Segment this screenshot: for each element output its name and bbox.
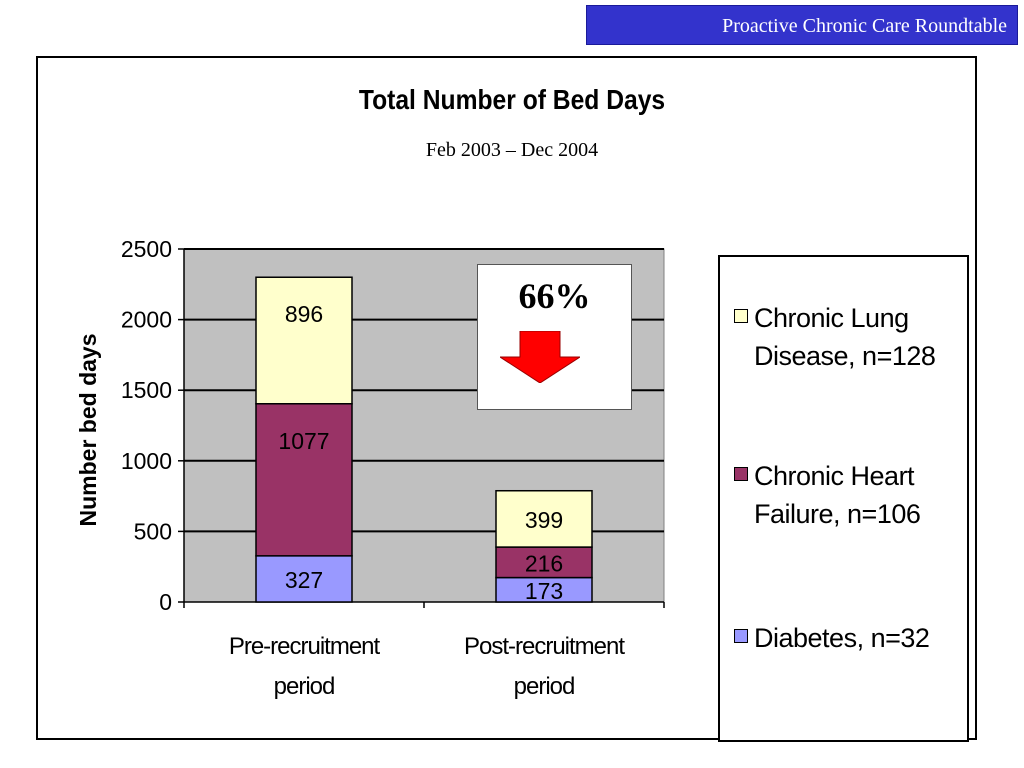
x-tick-label: period — [274, 673, 335, 700]
chart-legend: Chronic Lung Disease, n=128 Chronic Hear… — [718, 255, 969, 742]
header-banner: Proactive Chronic Care Roundtable — [586, 5, 1018, 45]
y-axis-title: Number bed days — [75, 334, 101, 527]
legend-label: Diabetes, n=32 — [754, 623, 930, 653]
data-label: 327 — [285, 567, 323, 593]
legend-label: Failure, n=106 — [754, 499, 921, 529]
bar-segment — [255, 555, 353, 603]
chart-frame — [36, 56, 977, 740]
reduction-callout: 66% — [477, 264, 632, 410]
y-tick-label: 2500 — [121, 236, 172, 262]
legend-label: Disease, n=128 — [754, 341, 936, 371]
chart-title: Total Number of Bed Days — [358, 84, 666, 115]
bar-segment — [255, 403, 353, 557]
y-tick-label: 1500 — [121, 377, 172, 403]
legend-label: Chronic Lung — [754, 303, 909, 333]
data-label: 1077 — [278, 428, 329, 454]
y-tick-label: 2000 — [121, 307, 172, 333]
legend-item-chronic-lung-disease: Chronic Lung Disease, n=128 — [734, 299, 964, 375]
y-tick-label: 500 — [134, 518, 172, 544]
y-tick-label: 0 — [159, 589, 172, 615]
bar-segment — [495, 546, 593, 579]
x-tick-label: Post-recruitment — [464, 633, 625, 660]
chart-subtitle: Feb 2003 – Dec 2004 — [425, 139, 599, 161]
x-tick-label: Pre-recruitment — [229, 633, 381, 660]
data-label: 399 — [525, 507, 563, 533]
data-label: 896 — [285, 301, 323, 327]
data-label: 173 — [525, 578, 563, 604]
bar-segment — [255, 276, 353, 405]
reduction-percent: 66% — [518, 276, 591, 316]
y-tick-label: 1000 — [121, 448, 172, 474]
header-title: Proactive Chronic Care Roundtable — [722, 15, 1007, 37]
legend-swatch — [734, 309, 748, 323]
legend-swatch — [734, 629, 748, 643]
down-arrow-icon — [500, 331, 580, 383]
legend-item-chronic-heart-failure: Chronic Heart Failure, n=106 — [734, 457, 964, 533]
data-label: 216 — [525, 550, 563, 576]
legend-item-diabetes: Diabetes, n=32 — [734, 619, 964, 657]
legend-swatch — [734, 467, 748, 481]
x-tick-label: period — [514, 673, 575, 700]
bar-segment — [495, 489, 593, 548]
legend-label: Chronic Heart — [754, 461, 915, 491]
